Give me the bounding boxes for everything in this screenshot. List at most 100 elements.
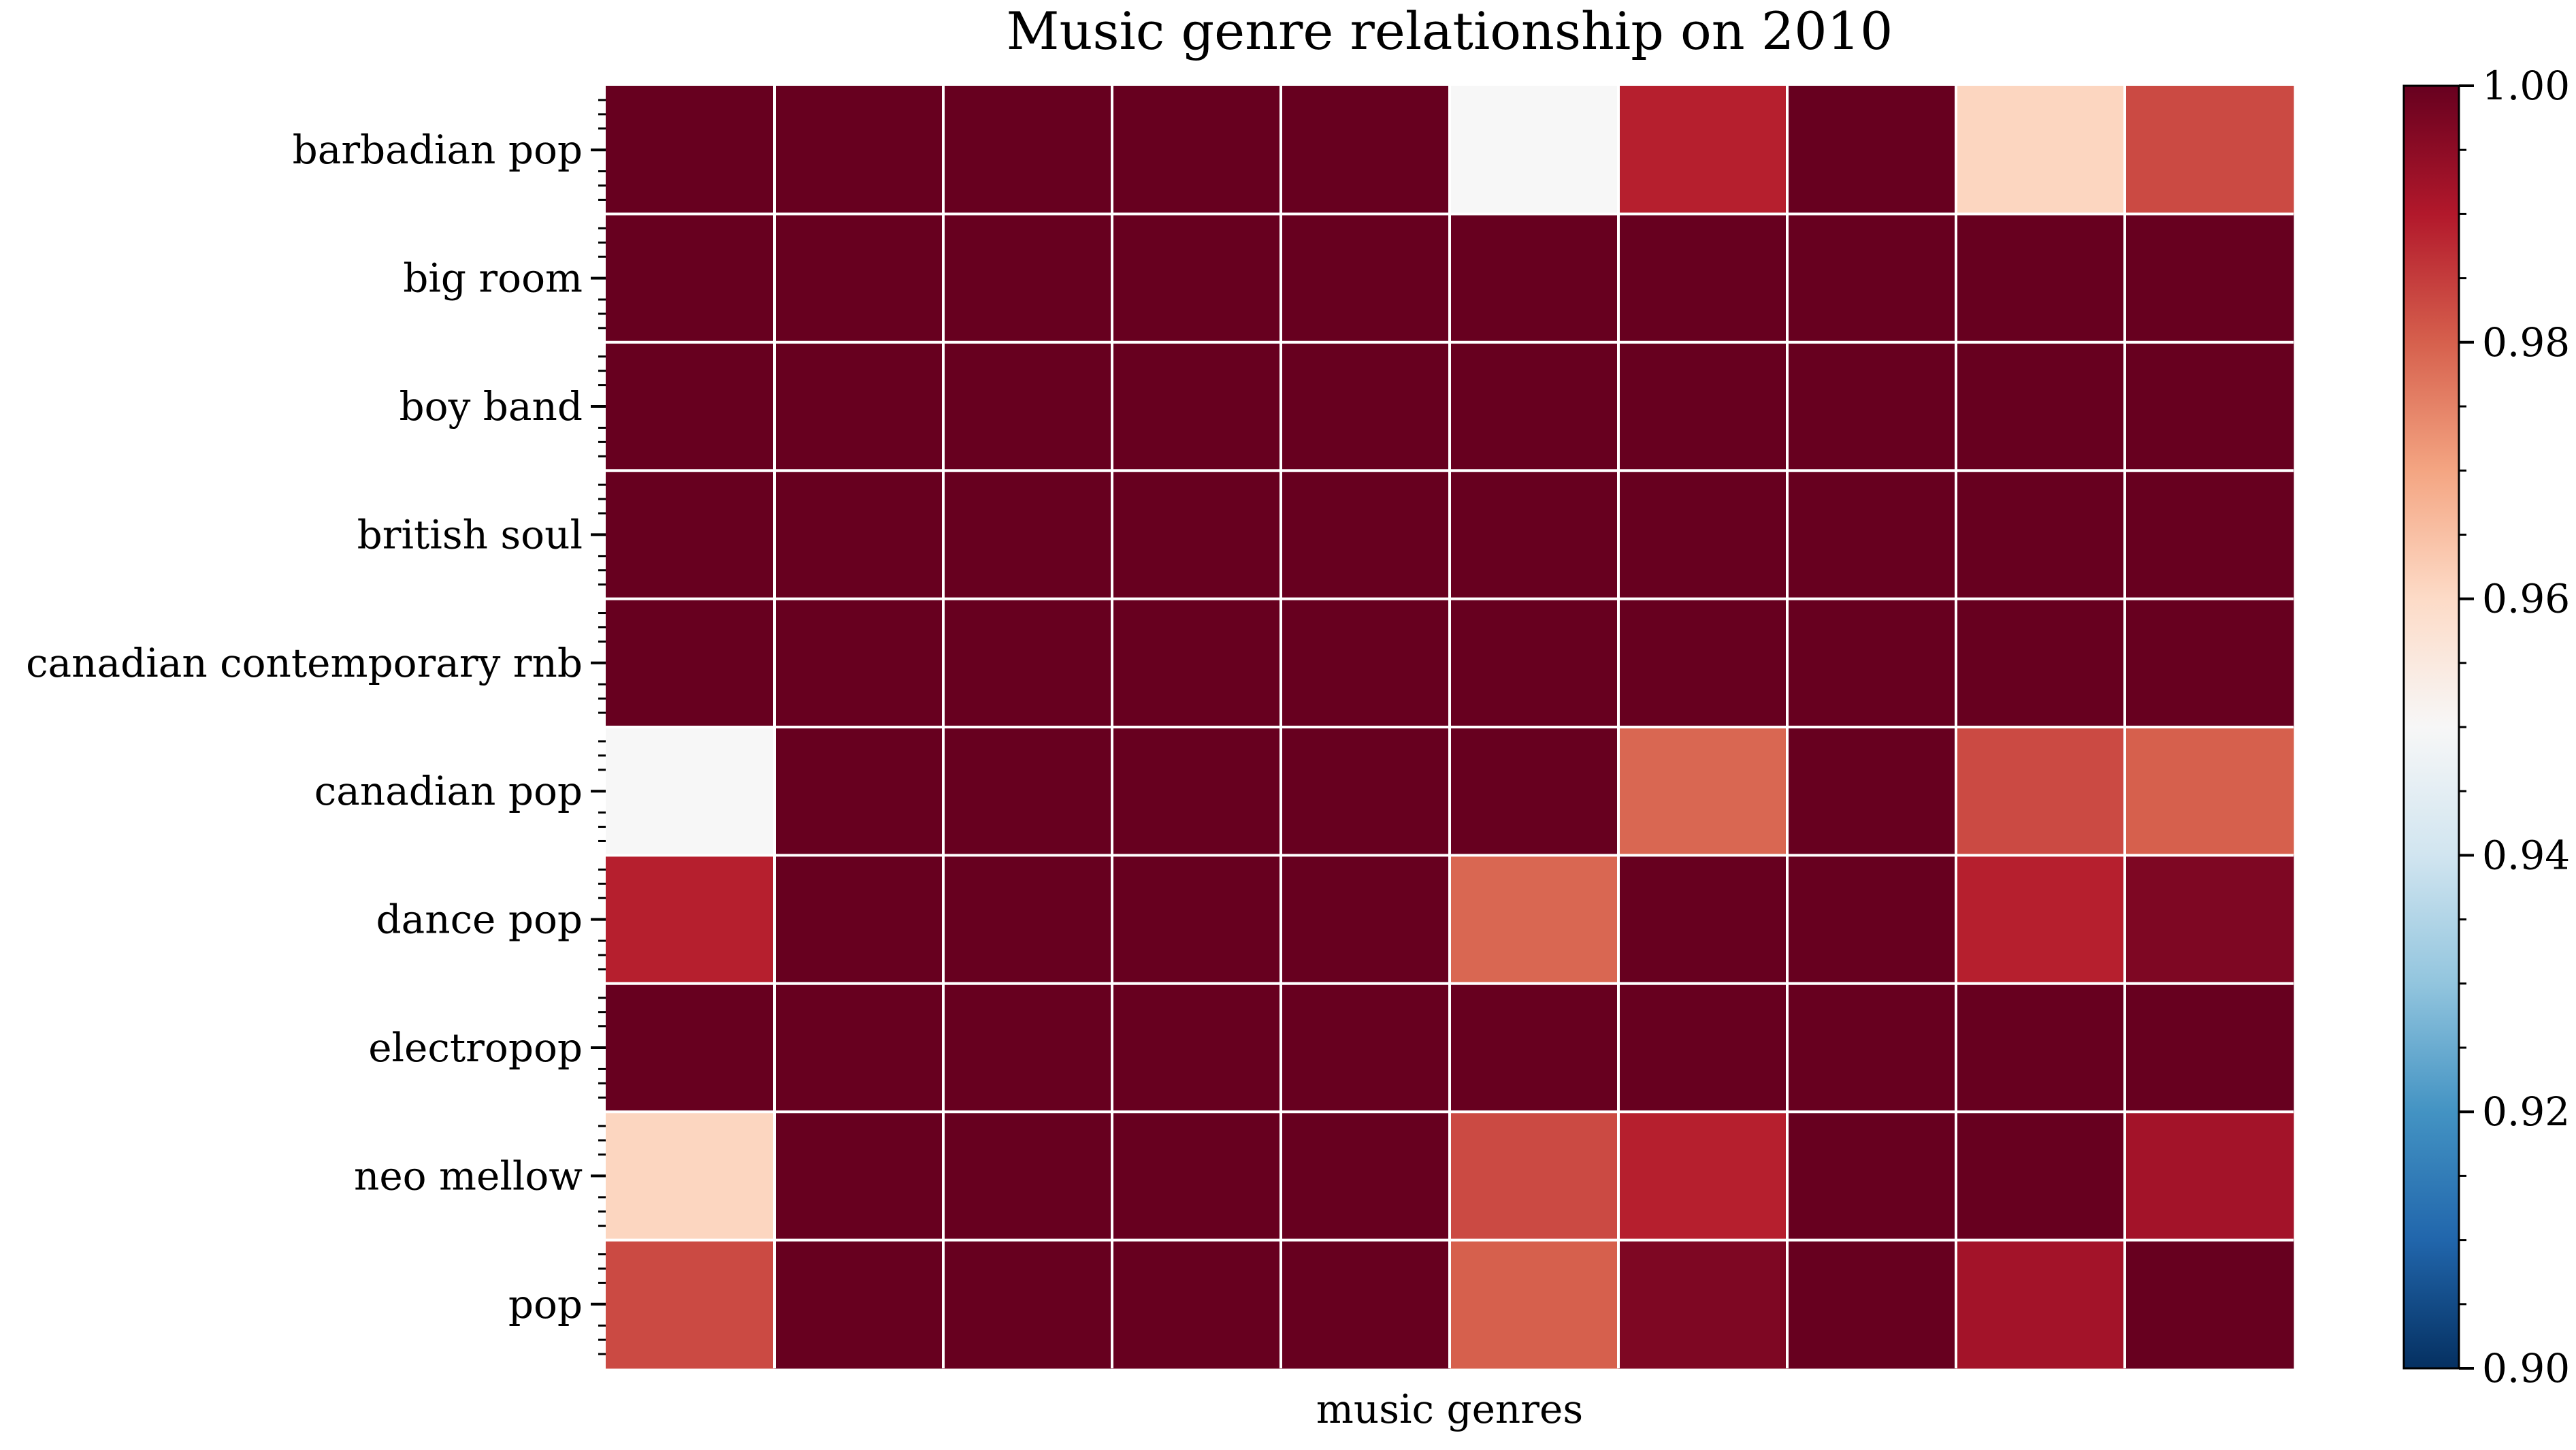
heatmap-cell	[1112, 1240, 1282, 1369]
heatmap-cell	[606, 86, 775, 214]
row-label: dance pop	[376, 897, 583, 943]
heatmap-cell	[1281, 598, 1450, 728]
heatmap-cell	[1450, 214, 1619, 343]
heatmap-cell	[1450, 855, 1619, 984]
heatmap-cell	[1956, 727, 2125, 856]
heatmap-cell	[1112, 983, 1282, 1112]
row-label: pop	[508, 1281, 583, 1327]
heatmap-cell	[1956, 470, 2125, 600]
row-label: british soul	[357, 511, 583, 558]
row-label: electropop	[368, 1025, 583, 1071]
heatmap-cell	[1956, 1112, 2125, 1241]
heatmap-cell	[1450, 86, 1619, 214]
heatmap-cell	[1450, 1240, 1619, 1369]
heatmap-cell	[775, 470, 944, 600]
heatmap-cell	[606, 342, 775, 471]
row-tick-marks	[591, 99, 606, 1355]
heatmap-cell	[1450, 1112, 1619, 1241]
row-label: neo mellow	[354, 1153, 583, 1199]
heatmap-cell	[1787, 86, 1957, 214]
heatmap-cell	[1787, 855, 1957, 984]
heatmap-cell	[606, 1240, 775, 1369]
heatmap-gridlines	[606, 86, 2294, 1368]
heatmap-cell	[775, 983, 944, 1112]
heatmap-cell	[606, 214, 775, 343]
heatmap-cell	[1956, 1240, 2125, 1369]
heatmap-cell	[775, 1112, 944, 1241]
heatmap-cell	[1787, 1112, 1957, 1241]
heatmap-cell	[606, 470, 775, 600]
heatmap-cell	[943, 1112, 1113, 1241]
heatmap-cell	[1450, 598, 1619, 728]
heatmap-cell	[1281, 983, 1450, 1112]
heatmap-cell	[943, 598, 1113, 728]
heatmap-cell	[1281, 86, 1450, 214]
colorbar-tick-label: 0.92	[2482, 1089, 2570, 1135]
heatmap-cell	[1787, 598, 1957, 728]
heatmap-cell	[1787, 727, 1957, 856]
heatmap-cell	[775, 214, 944, 343]
heatmap-cell	[1787, 1240, 1957, 1369]
colorbar-ticks: 0.90 0.92 0.94 0.96 0.98 1.00	[2459, 63, 2570, 1391]
heatmap-cell	[2125, 598, 2294, 728]
heatmap-cell	[1112, 855, 1282, 984]
colorbar-tick-label: 0.98	[2482, 319, 2570, 366]
heatmap-cell	[1112, 598, 1282, 728]
heatmap-cell	[1112, 470, 1282, 600]
heatmap-cell	[1618, 855, 1788, 984]
chart-title: Music genre relationship on 2010	[1007, 1, 1893, 61]
heatmap-cell	[943, 214, 1113, 343]
heatmap-cell	[1112, 86, 1282, 214]
row-label: big room	[403, 255, 583, 302]
heatmap-cell	[943, 855, 1113, 984]
heatmap-cell	[2125, 1112, 2294, 1241]
heatmap-cell	[1281, 855, 1450, 984]
heatmap-cell	[1450, 470, 1619, 600]
heatmap-cell	[606, 1112, 775, 1241]
heatmap-cell	[1956, 214, 2125, 343]
heatmap-cell	[943, 470, 1113, 600]
heatmap-cells	[606, 86, 2294, 1369]
heatmap-cell	[2125, 1240, 2294, 1369]
heatmap-cell	[775, 727, 944, 856]
heatmap-cell	[943, 727, 1113, 856]
heatmap-cell	[775, 598, 944, 728]
heatmap-cell	[1450, 727, 1619, 856]
heatmap-cell	[1618, 598, 1788, 728]
row-labels: barbadian pop big room boy band british sou…	[26, 127, 583, 1327]
heatmap-cell	[2125, 983, 2294, 1112]
heatmap-cell	[1618, 1240, 1788, 1369]
row-label: barbadian pop	[293, 127, 583, 173]
heatmap-cell	[1956, 86, 2125, 214]
heatmap-cell	[1618, 1112, 1788, 1241]
heatmap-cell	[1956, 855, 2125, 984]
heatmap-cell	[2125, 214, 2294, 343]
heatmap-cell	[775, 86, 944, 214]
colorbar	[2402, 84, 2460, 1370]
colorbar-tick-label: 0.94	[2482, 832, 2570, 878]
heatmap-cell	[1281, 342, 1450, 471]
heatmap-cell	[1450, 983, 1619, 1112]
heatmap-cell	[1787, 470, 1957, 600]
heatmap-cell	[1281, 214, 1450, 343]
heatmap-cell	[943, 342, 1113, 471]
heatmap-cell	[1112, 342, 1282, 471]
colorbar-tick-label: 0.90	[2482, 1345, 2570, 1391]
heatmap-cell	[1281, 1112, 1450, 1241]
heatmap-cell	[943, 983, 1113, 1112]
heatmap-cell	[2125, 342, 2294, 471]
heatmap-cell	[1618, 214, 1788, 343]
heatmap-cell	[1787, 983, 1957, 1112]
heatmap-cell	[775, 1240, 944, 1369]
heatmap-cell	[1956, 598, 2125, 728]
heatmap-cell	[606, 855, 775, 984]
heatmap-cell	[1787, 214, 1957, 343]
heatmap-cell	[1450, 342, 1619, 471]
colorbar-tick-label: 0.96	[2482, 576, 2570, 622]
heatmap-cell	[2125, 727, 2294, 856]
x-axis-label: music genres	[1316, 1386, 1583, 1432]
heatmap-cell	[1956, 342, 2125, 471]
row-label: canadian contemporary rnb	[26, 640, 583, 686]
